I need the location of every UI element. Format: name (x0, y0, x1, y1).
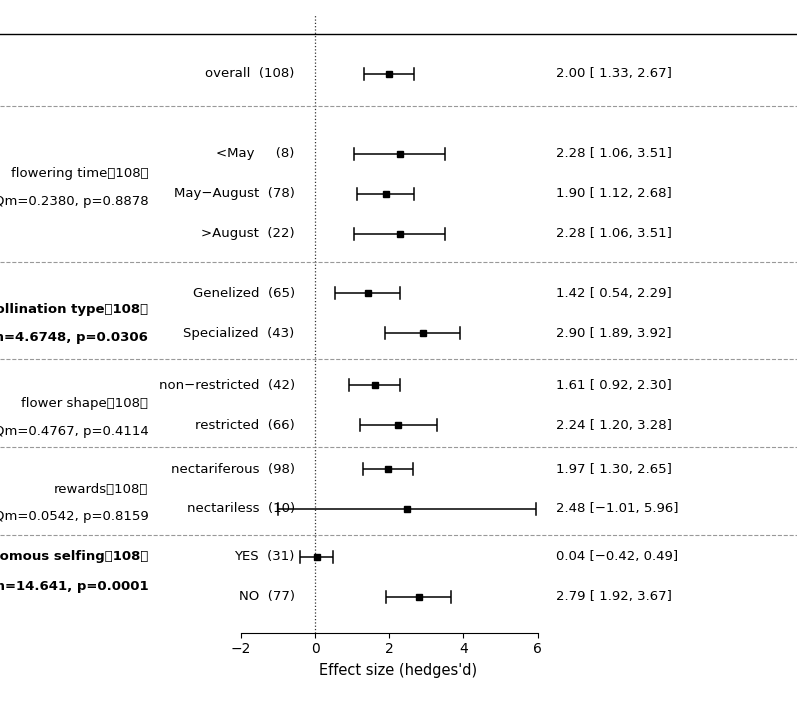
Text: Qm=14.641, p=0.0001: Qm=14.641, p=0.0001 (0, 580, 148, 593)
Text: non−restricted  (42): non−restricted (42) (159, 379, 295, 392)
Text: pollination type（108）: pollination type（108） (0, 303, 148, 316)
Text: 1.97 [ 1.30, 2.65]: 1.97 [ 1.30, 2.65] (556, 463, 672, 475)
Text: >August  (22): >August (22) (201, 227, 295, 240)
Text: Autonomous selfing（108）: Autonomous selfing（108） (0, 550, 148, 563)
Text: <May     (8): <May (8) (216, 147, 295, 160)
Text: rewards（108）: rewards（108） (54, 482, 148, 496)
Text: nectariless  (10): nectariless (10) (186, 503, 295, 515)
Text: 1.90 [ 1.12, 2.68]: 1.90 [ 1.12, 2.68] (556, 187, 672, 200)
Text: Qm=0.2380, p=0.8878: Qm=0.2380, p=0.8878 (0, 195, 148, 208)
Text: May−August  (78): May−August (78) (174, 187, 295, 200)
Text: YES  (31): YES (31) (234, 550, 295, 563)
Text: 2.48 [−1.01, 5.96]: 2.48 [−1.01, 5.96] (556, 503, 678, 515)
Text: Specialized  (43): Specialized (43) (183, 327, 295, 340)
Text: 2.24 [ 1.20, 3.28]: 2.24 [ 1.20, 3.28] (556, 419, 672, 432)
Text: overall  (108): overall (108) (206, 67, 295, 80)
Text: 1.61 [ 0.92, 2.30]: 1.61 [ 0.92, 2.30] (556, 379, 672, 392)
Text: 1.42 [ 0.54, 2.29]: 1.42 [ 0.54, 2.29] (556, 287, 672, 300)
Text: 2.28 [ 1.06, 3.51]: 2.28 [ 1.06, 3.51] (556, 147, 672, 160)
X-axis label: Effect size (hedges'd): Effect size (hedges'd) (320, 664, 477, 678)
Text: Genelized  (65): Genelized (65) (193, 287, 295, 300)
Text: Qm=0.4767, p=0.4114: Qm=0.4767, p=0.4114 (0, 425, 148, 438)
Text: 2.00 [ 1.33, 2.67]: 2.00 [ 1.33, 2.67] (556, 67, 672, 80)
Text: Qm=4.6748, p=0.0306: Qm=4.6748, p=0.0306 (0, 331, 148, 344)
Text: NO  (77): NO (77) (239, 591, 295, 603)
Text: 2.28 [ 1.06, 3.51]: 2.28 [ 1.06, 3.51] (556, 227, 672, 240)
Text: 2.90 [ 1.89, 3.92]: 2.90 [ 1.89, 3.92] (556, 327, 672, 340)
Text: restricted  (66): restricted (66) (195, 419, 295, 432)
Text: flowering time（108）: flowering time（108） (10, 167, 148, 180)
Text: nectariferous  (98): nectariferous (98) (171, 463, 295, 475)
Text: flower shape（108）: flower shape（108） (22, 396, 148, 410)
Text: Qm=0.0542, p=0.8159: Qm=0.0542, p=0.8159 (0, 510, 148, 524)
Text: 0.04 [−0.42, 0.49]: 0.04 [−0.42, 0.49] (556, 550, 678, 563)
Text: 2.79 [ 1.92, 3.67]: 2.79 [ 1.92, 3.67] (556, 591, 672, 603)
